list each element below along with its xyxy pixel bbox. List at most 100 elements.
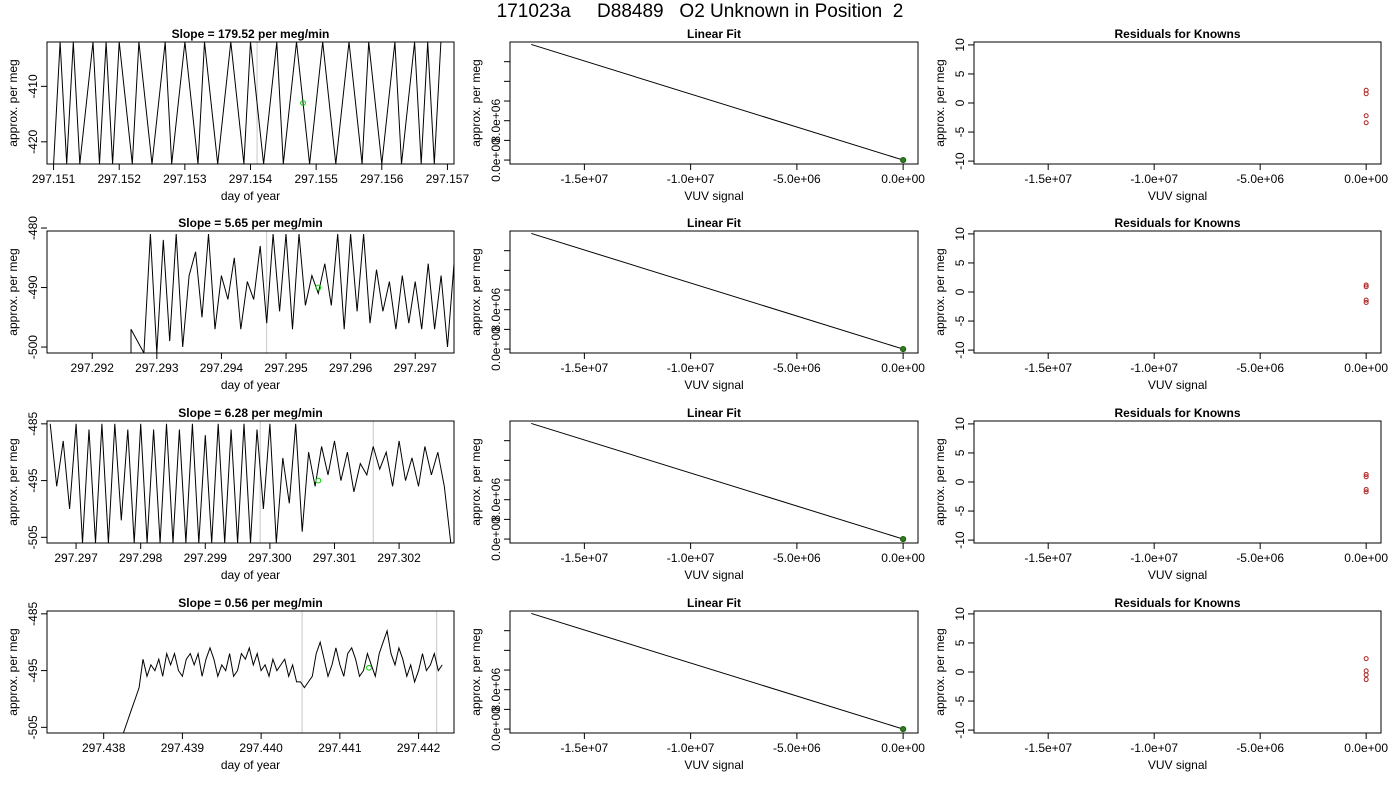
row4-timeseries-ytick-label: -505 [26, 715, 40, 739]
row3-residuals-ytick-label: 5 [953, 449, 967, 456]
row3-residuals-xtick-label: -1.0e+07 [1130, 551, 1178, 565]
row3-residuals-residual-point [1363, 474, 1369, 480]
row4-timeseries-xtick-label: 297.441 [318, 741, 362, 755]
row3-timeseries-ylabel: approx. per meg [6, 438, 20, 525]
row1-timeseries-mean-marker [300, 100, 306, 106]
row4-timeseries-xtick-label: 297.438 [82, 741, 126, 755]
row3-residuals-xtick-label: 0.0e+00 [1344, 551, 1388, 565]
row1-linear-fit-ytick-label: 0.0e+00 [489, 138, 503, 182]
row4-timeseries-ytick-label: -485 [26, 602, 40, 626]
row2-residuals-residual-point [1363, 282, 1369, 288]
row3-linear-fit-xlabel: VUV signal [684, 568, 743, 582]
row3-timeseries-plot-frame [46, 420, 455, 544]
row2-residuals-ytick-label: -10 [953, 341, 967, 359]
row3-timeseries-xtick-label: 297.302 [377, 551, 421, 565]
row4-linear-fit-ytick-label: 8.0e+06 [489, 668, 503, 712]
row1-residuals-ylabel: approx. per meg [933, 59, 947, 146]
row1-linear-fit-plot-frame [509, 41, 919, 165]
row2-timeseries-xtick-label: 297.294 [200, 361, 244, 375]
row2-timeseries-xtick-label: 297.292 [71, 361, 115, 375]
row4-linear-fit-data-point [900, 725, 907, 733]
row3-residuals-plot-frame [973, 420, 1382, 544]
row1-timeseries-xtick-label: 297.156 [360, 172, 404, 186]
row1-timeseries-xtick-label: 297.154 [229, 172, 273, 186]
row3-linear-fit-xtick-label: -1.0e+07 [667, 551, 715, 565]
row1-residuals-ytick-label: 5 [953, 70, 967, 77]
row3-linear-fit-plot-frame [509, 420, 919, 544]
row4-residuals-residual-point [1363, 656, 1369, 662]
row1-timeseries-plot-frame [46, 41, 455, 165]
row4-timeseries-series-line [122, 628, 443, 733]
row2-residuals-ytick-label: -5 [953, 315, 967, 326]
row3-linear-fit-xtick-label: 0.0e+00 [881, 551, 925, 565]
row1-residuals-xtick-label: -1.5e+07 [1024, 172, 1072, 186]
row3-residuals-ytick-label: -10 [953, 531, 967, 549]
row4-timeseries-xlabel: day of year [221, 758, 280, 772]
row3-timeseries-xlabel: day of year [221, 568, 280, 582]
row1-timeseries-xtick-label: 297.153 [163, 172, 207, 186]
row1-timeseries-title: Slope = 179.52 per meg/min [172, 27, 330, 41]
row2-linear-fit-xlabel: VUV signal [684, 378, 743, 392]
row1-linear-fit-ytick-label: 8.0e+06 [489, 99, 503, 143]
row4-timeseries-title: Slope = 0.56 per meg/min [178, 596, 322, 610]
row1-timeseries-ytick-label: -410 [26, 74, 40, 98]
row3-timeseries-xtick-label: 297.301 [313, 551, 357, 565]
row1-timeseries-xtick-label: 297.151 [32, 172, 76, 186]
row1-timeseries-xlabel: day of year [221, 189, 280, 203]
row3-residuals-residual-point [1363, 471, 1369, 477]
row3-linear-fit-ytick-label: 0.0e+00 [489, 517, 503, 561]
row2-residuals-ytick-label: 0 [953, 288, 967, 295]
row4-residuals-title: Residuals for Knowns [1114, 596, 1240, 610]
row3-linear-fit-ylabel: approx. per meg [469, 438, 483, 525]
row1-timeseries-ytick-label: -420 [26, 129, 40, 153]
row2-timeseries-ytick-label: -480 [26, 216, 40, 240]
row2-linear-fit-plot-frame [509, 230, 919, 354]
row4-residuals-ylabel: approx. per meg [933, 628, 947, 715]
row4-timeseries-plot-frame [46, 610, 455, 734]
row4-linear-fit-xtick-label: -1.0e+07 [667, 741, 715, 755]
row4-residuals-residual-point [1363, 672, 1369, 678]
row1-timeseries-xtick-label: 297.152 [98, 172, 142, 186]
row4-timeseries-xtick-label: 297.442 [397, 741, 441, 755]
row4-residuals-xtick-label: -1.5e+07 [1024, 741, 1072, 755]
row4-residuals-ytick-label: -10 [953, 721, 967, 739]
row2-timeseries-ylabel: approx. per meg [6, 248, 20, 335]
row2-residuals-xtick-label: 0.0e+00 [1344, 361, 1388, 375]
row3-timeseries-xtick-label: 297.298 [119, 551, 163, 565]
row3-residuals-residual-point [1363, 489, 1369, 495]
row1-linear-fit-xtick-label: -1.0e+07 [667, 172, 715, 186]
row3-timeseries-xtick-label: 297.300 [248, 551, 292, 565]
row2-timeseries-xtick-label: 297.296 [329, 361, 373, 375]
row4-residuals-ytick-label: 5 [953, 639, 967, 646]
row3-residuals-title: Residuals for Knowns [1114, 406, 1240, 420]
row2-linear-fit-ytick-label: 8.0e+06 [489, 288, 503, 332]
row3-residuals-residual-point [1363, 487, 1369, 493]
row1-linear-fit-xtick-label: -5.0e+06 [773, 172, 821, 186]
row1-residuals-title: Residuals for Knowns [1114, 27, 1240, 41]
row2-timeseries-series-line [130, 233, 454, 353]
row4-linear-fit-ytick-label: 0.0e+00 [489, 707, 503, 751]
row2-linear-fit-ytick-label: 0.0e+00 [489, 327, 503, 371]
row4-linear-fit-title: Linear Fit [687, 596, 741, 610]
row2-residuals-residual-point [1363, 284, 1369, 290]
row3-residuals-ytick-label: 0 [953, 478, 967, 485]
row2-linear-fit-fit-line [531, 232, 904, 350]
row4-linear-fit-fit-line [531, 612, 904, 730]
row1-residuals-xtick-label: 0.0e+00 [1344, 172, 1388, 186]
row4-linear-fit-plot-frame [509, 610, 919, 734]
figure-title: 171023a D88489 O2 Unknown in Position 2 [496, 1, 904, 22]
row1-linear-fit-xtick-label: 0.0e+00 [881, 172, 925, 186]
row1-timeseries-ylabel: approx. per meg [6, 59, 20, 146]
row2-residuals-residual-point [1363, 299, 1369, 305]
row3-linear-fit-fit-line [531, 422, 904, 540]
row4-residuals-ytick-label: -5 [953, 695, 967, 706]
row3-timeseries-mean-marker [315, 477, 322, 484]
row4-linear-fit-xtick-label: 0.0e+00 [881, 741, 925, 755]
row1-linear-fit-data-point [900, 156, 907, 164]
row1-residuals-xtick-label: -1.0e+07 [1130, 172, 1178, 186]
row2-timeseries-xtick-label: 297.297 [394, 361, 438, 375]
row3-timeseries-ytick-label: -495 [26, 468, 40, 492]
row2-timeseries-title: Slope = 5.65 per meg/min [178, 216, 322, 230]
row1-residuals-ytick-label: 10 [953, 38, 967, 52]
